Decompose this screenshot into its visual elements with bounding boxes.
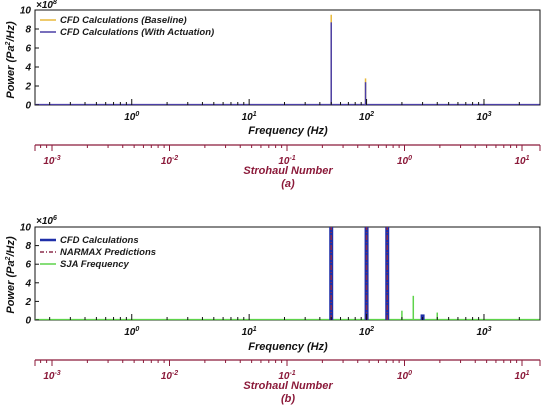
strouhal-tick-label-a-4: 101 (514, 155, 529, 167)
strouhal-tick-label-a-2: 10-1 (278, 155, 295, 167)
y-tick-label-a-5: 10 (20, 6, 32, 17)
x-tick-label-a-3: 103 (476, 111, 491, 123)
strouhal-axis-label-b: Strohaul Number (243, 380, 333, 392)
x-tick-label-b-2: 102 (359, 326, 374, 338)
y-tick-label-a-2: 4 (24, 63, 31, 74)
y-tick-label-a-0: 0 (25, 101, 31, 112)
y-tick-label-b-1: 2 (24, 297, 31, 308)
y-tick-label-b-2: 4 (24, 278, 31, 289)
strouhal-axis-a: 10-3 10-2 10-1 100 101 Strohaul Number (a) (34, 144, 541, 190)
strouhal-tick-label-a-0: 10-3 (43, 155, 60, 167)
y-tick-label-a-1: 2 (24, 82, 31, 93)
strouhal-ticks-a: 10-3 10-2 10-1 100 101 (34, 145, 541, 167)
x-axis-label-a: Frequency (Hz) (248, 125, 328, 137)
legend-a: CFD Calculations (Baseline) CFD Calculat… (40, 15, 214, 38)
strouhal-tick-label-a-1: 10-2 (161, 155, 178, 167)
strouhal-tick-label-b-0: 10-3 (43, 370, 60, 382)
y-tick-label-b-3: 6 (25, 260, 31, 271)
y-tick-label-b-0: 0 (25, 316, 31, 327)
strouhal-tick-label-b-4: 101 (514, 370, 529, 382)
y-axis-label-b: Power (Pa2/Hz) (5, 236, 17, 314)
strouhal-ticks-b: 10-3 10-2 10-1 100 101 (34, 360, 541, 382)
panel-label-a: (a) (281, 178, 295, 190)
y-exponent-a: ×108 (36, 0, 57, 11)
legend-b: CFD Calculations NARMAX Predictions SJA … (40, 235, 156, 270)
strouhal-tick-label-a-3: 100 (397, 155, 412, 167)
legend-label-cfd: CFD Calculations (60, 235, 139, 246)
legend-label-sja: SJA Frequency (60, 259, 130, 270)
panel-label-b: (b) (281, 393, 295, 405)
x-axis-label-b: Frequency (Hz) (248, 341, 328, 353)
strouhal-axis-b: 10-3 10-2 10-1 100 101 Strohaul Number (b) (34, 359, 541, 405)
y-tick-label-a-4: 8 (25, 25, 31, 36)
x-tick-label-a-2: 102 (359, 111, 374, 123)
legend-label-baseline: CFD Calculations (Baseline) (60, 15, 187, 26)
y-tick-label-a-3: 6 (25, 44, 31, 55)
x-tick-label-b-3: 103 (476, 326, 491, 338)
strouhal-tick-label-b-1: 10-2 (161, 370, 178, 382)
strouhal-tick-label-b-3: 100 (397, 370, 412, 382)
legend-label-narmax: NARMAX Predictions (60, 247, 156, 258)
strouhal-axis-label-a: Strohaul Number (243, 165, 333, 177)
axis-ticks-b: 0 2 4 6 8 10 100 101 102 103 (20, 223, 541, 338)
legend-label-actuation: CFD Calculations (With Actuation) (60, 27, 214, 38)
chart-marks-a (35, 14, 540, 106)
x-tick-label-a-0: 100 (124, 111, 139, 123)
x-tick-label-b-0: 100 (124, 326, 139, 338)
chart-marks-b (35, 227, 540, 321)
strouhal-tick-label-b-2: 10-1 (278, 370, 295, 382)
x-tick-label-a-1: 101 (242, 111, 257, 123)
y-tick-label-b-4: 8 (25, 241, 31, 252)
y-axis-label-a: Power (Pa2/Hz) (5, 21, 17, 99)
axis-ticks-a: 0 2 4 6 8 10 100 101 102 103 (20, 6, 541, 123)
y-exponent-b: ×106 (36, 215, 57, 227)
x-tick-label-b-1: 101 (242, 326, 257, 338)
y-tick-label-b-5: 10 (20, 223, 32, 234)
